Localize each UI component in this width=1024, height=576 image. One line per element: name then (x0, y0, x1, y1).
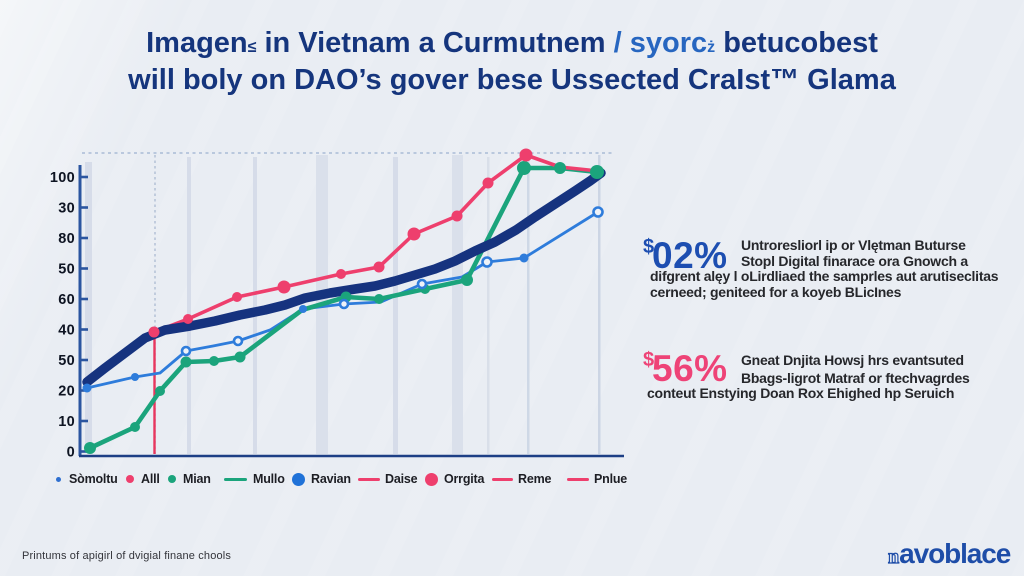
svg-text:50: 50 (58, 353, 75, 369)
svg-text:0: 0 (67, 445, 75, 461)
svg-text:10: 10 (58, 414, 75, 430)
svg-text:80: 80 (58, 231, 75, 247)
svg-text:100: 100 (50, 170, 75, 186)
svg-text:50: 50 (58, 262, 75, 278)
svg-text:30: 30 (58, 201, 75, 217)
svg-text:20: 20 (58, 384, 75, 400)
svg-text:60: 60 (58, 292, 75, 308)
svg-text:40: 40 (58, 323, 75, 339)
